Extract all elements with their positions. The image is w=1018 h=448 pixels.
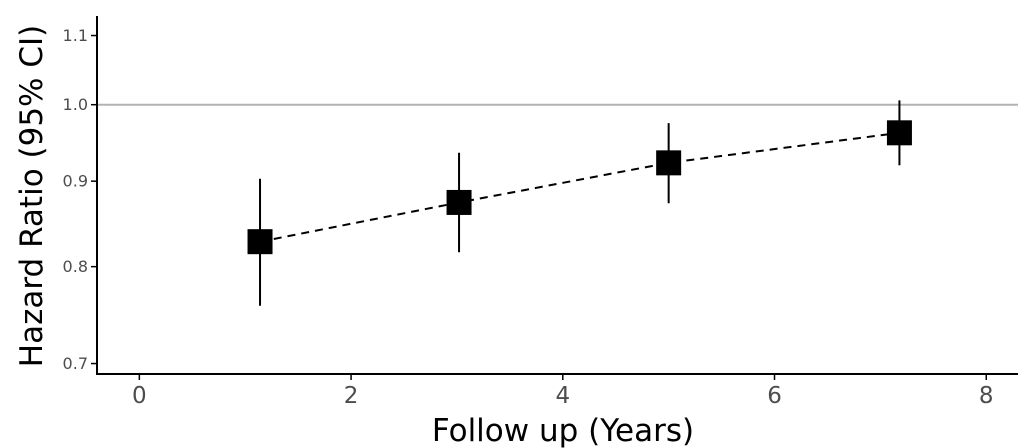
trend-line [259,131,900,243]
x-tick-label: 6 [767,383,782,409]
x-axis-title: Follow up (Years) [432,413,694,448]
hazard-ratio-point [656,150,682,176]
y-tick-label: 1.0 [63,95,88,114]
x-tick-label: 2 [344,383,359,409]
hazard-ratio-point [247,229,273,255]
hazard-ratio-point [886,120,912,146]
x-tick-label: 0 [132,383,147,409]
y-axis-title: Hazard Ratio (95% CI) [14,25,50,367]
x-tick-label: 4 [555,383,570,409]
y-tick-label: 0.8 [63,257,88,276]
hazard-ratio-point [446,189,472,215]
x-tick-label: 8 [979,383,994,409]
y-tick-label: 0.9 [63,172,88,191]
y-tick-label: 0.7 [63,354,88,373]
y-tick-label: 1.1 [63,26,88,45]
